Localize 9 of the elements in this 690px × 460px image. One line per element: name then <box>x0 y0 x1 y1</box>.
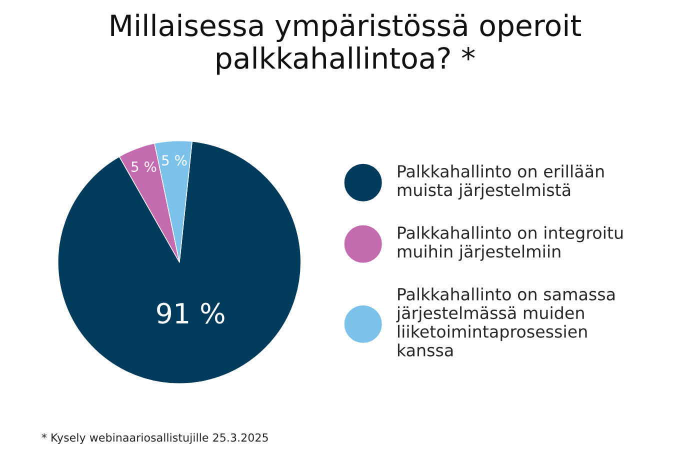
data-label: 91 % <box>157 302 224 324</box>
chart-title: Millaisessa ympäristössä operoit palkkahallintoa? * <box>111 14 581 75</box>
legend-label: Palkkahallinto on erillään muista järjestelmistä <box>398 164 604 200</box>
text: * Kysely webinaariosallistujille 25.3.2025 <box>42 433 268 444</box>
data-label: 5 % <box>162 155 187 166</box>
data-label: 5 % <box>132 161 156 172</box>
legend-label: Palkkahallinto on integroitu muihin järjestelmiin <box>398 226 623 261</box>
legend-label: Palkkahallinto on samassa järjestelmässä muiden liiketoimintaprosessien kanssa <box>396 288 615 356</box>
pie-slice <box>58 141 302 384</box>
